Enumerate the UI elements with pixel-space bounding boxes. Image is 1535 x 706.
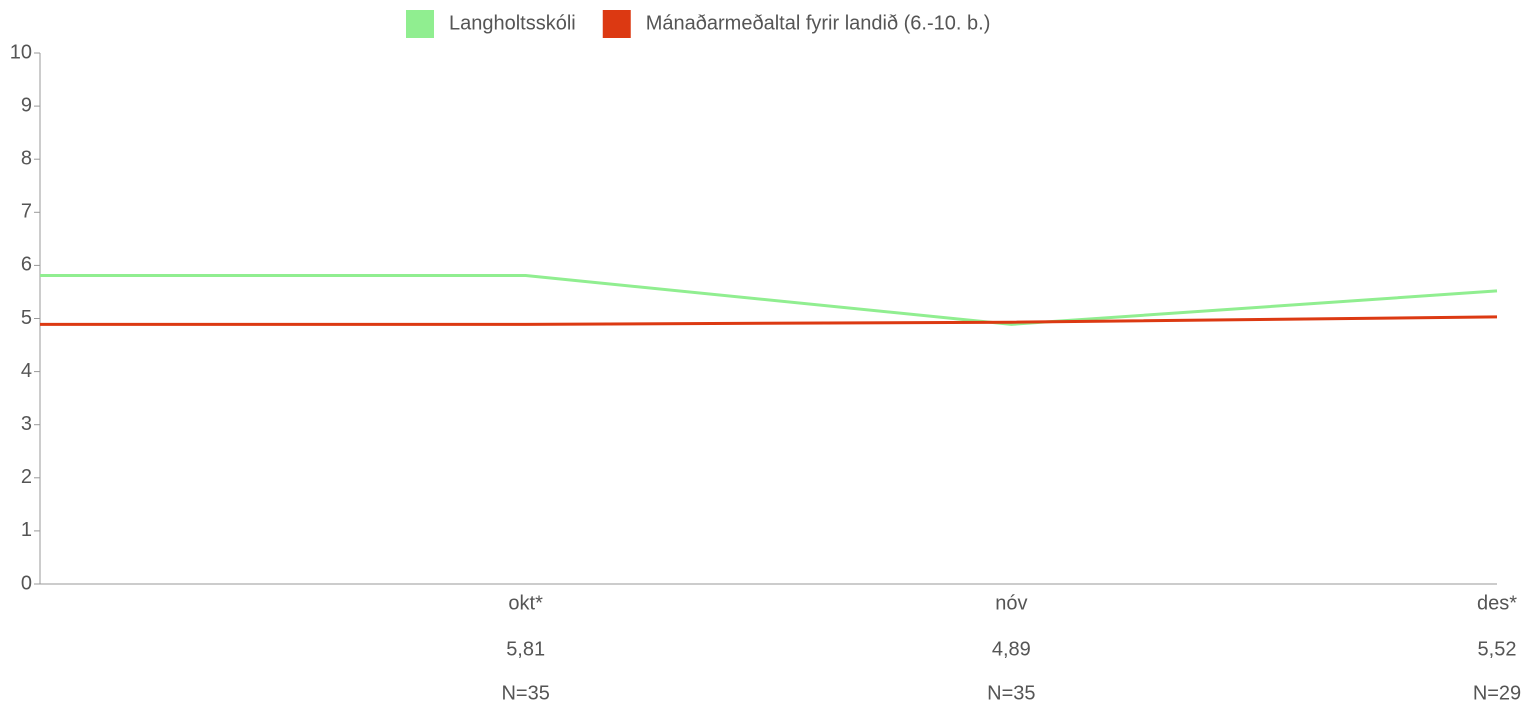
y-tick-label: 0 bbox=[21, 572, 32, 594]
legend-swatch bbox=[602, 10, 631, 38]
x-tick-label: okt* bbox=[508, 592, 543, 614]
series-line bbox=[40, 273, 1498, 326]
legend-label: Mánaðarmeðaltal fyrir landið (6.-10. b.) bbox=[646, 12, 991, 34]
x-tick-label: des* bbox=[1477, 592, 1517, 614]
y-tick-label: 3 bbox=[21, 413, 32, 435]
count-label: N=35 bbox=[501, 682, 549, 704]
y-tick-label: 1 bbox=[21, 519, 32, 541]
legend-label: Langholtsskóli bbox=[449, 12, 576, 34]
y-tick-label: 6 bbox=[21, 254, 32, 276]
y-tick-label: 9 bbox=[21, 94, 32, 116]
y-tick-label: 5 bbox=[21, 307, 32, 329]
series-line bbox=[40, 315, 1498, 326]
y-tick-label: 4 bbox=[21, 360, 32, 382]
y-tick-label: 8 bbox=[21, 147, 32, 169]
value-label: 5,52 bbox=[1478, 638, 1517, 660]
count-label: N=35 bbox=[987, 682, 1035, 704]
x-tick-label: nóv bbox=[995, 592, 1027, 614]
y-tick-label: 10 bbox=[10, 41, 32, 63]
y-tick-label: 2 bbox=[21, 466, 32, 488]
legend-swatch bbox=[406, 10, 434, 38]
value-label: 4,89 bbox=[992, 638, 1031, 660]
y-tick-label: 7 bbox=[21, 201, 32, 223]
value-label: 5,81 bbox=[506, 638, 545, 660]
count-label: N=29 bbox=[1473, 682, 1521, 704]
